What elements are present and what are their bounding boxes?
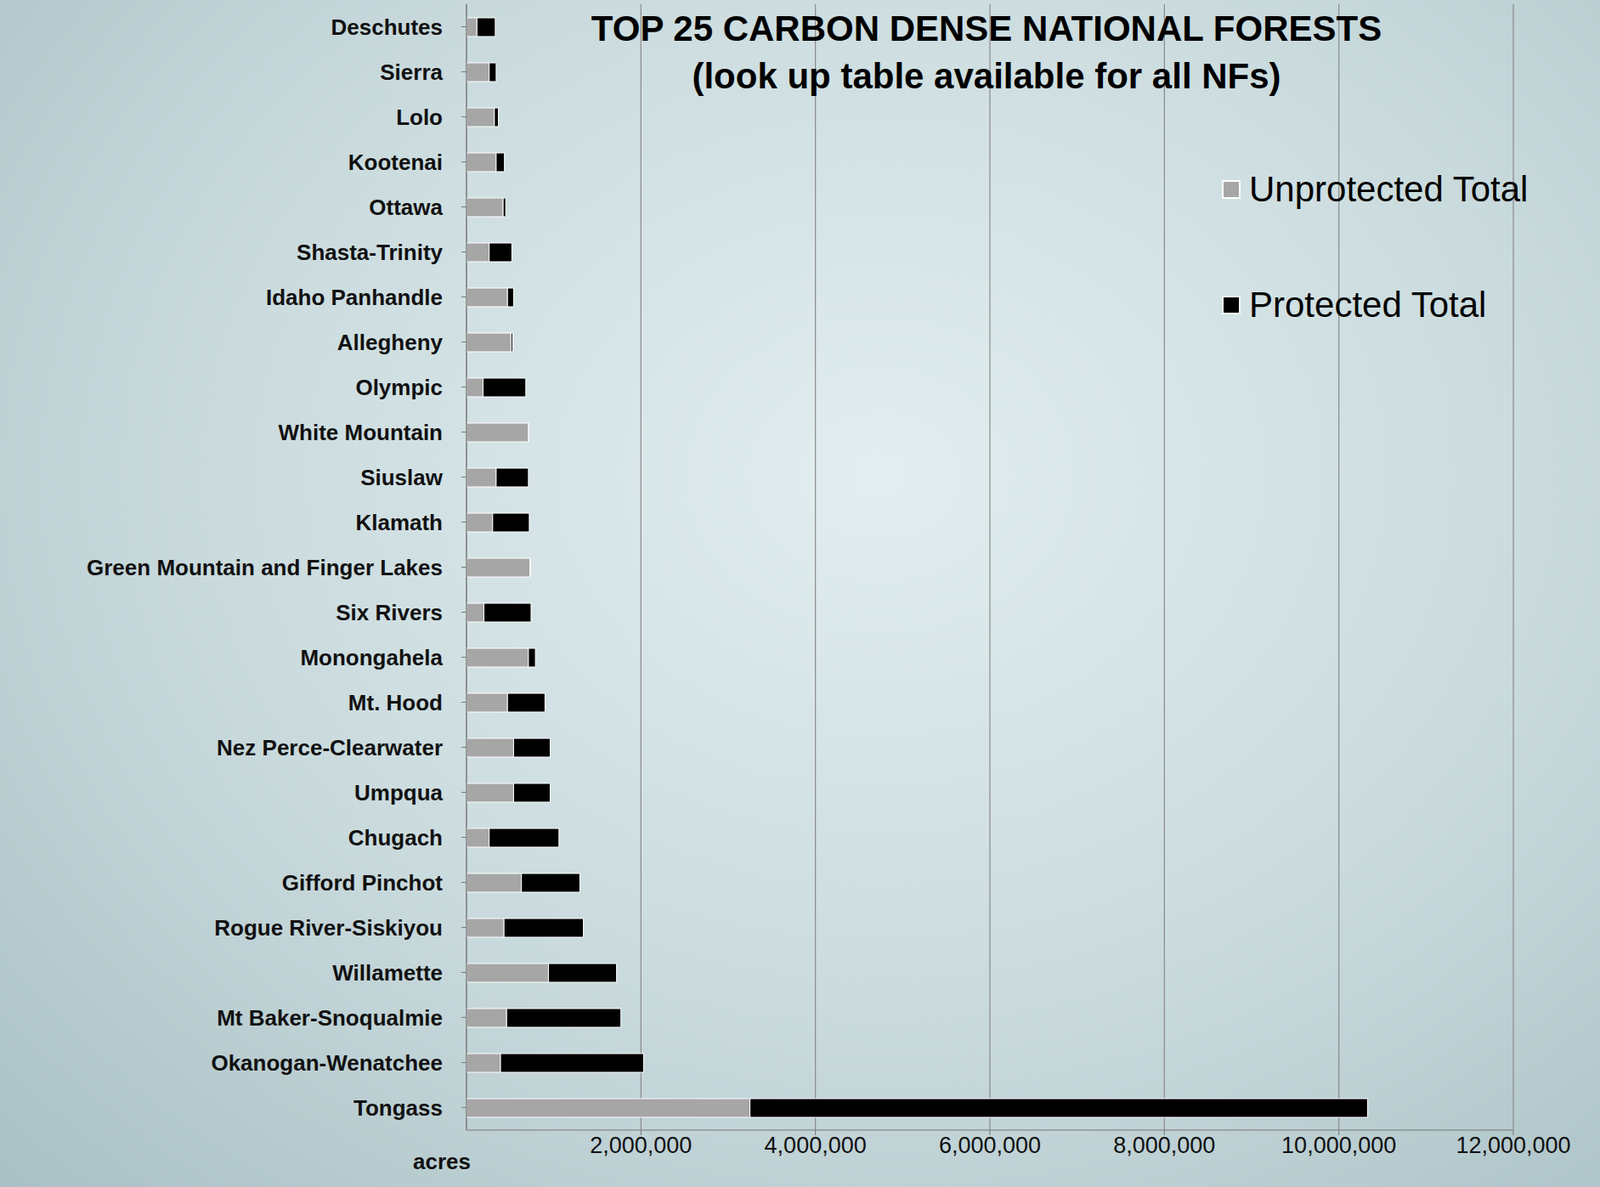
html-text:Protected Total: Protected Total <box>1249 284 1487 325</box>
svg-text:Sierra: Sierra <box>379 59 443 85</box>
svg-text:2,000,000: 2,000,000 <box>589 1132 692 1159</box>
svg-text:Idaho Panhandle: Idaho Panhandle <box>265 284 443 311</box>
svg-text:Monongahela: Monongahela <box>299 644 443 671</box>
html-text:acres: acres <box>412 1148 471 1175</box>
svg-text:4,000,000: 4,000,000 <box>764 1132 867 1159</box>
svg-text:Klamath: Klamath <box>355 509 443 536</box>
svg-text:Lolo: Lolo <box>395 104 443 131</box>
svg-text:10,000,000: 10,000,000 <box>1281 1132 1397 1159</box>
svg-text:Green Mountain and Finger Lake: Green Mountain and Finger Lakes <box>86 554 443 581</box>
svg-text:Chugach: Chugach <box>348 825 443 851</box>
html-text:TOP 25 CARBON DENSE NATIONAL F: TOP 25 CARBON DENSE NATIONAL FORESTS <box>591 8 1382 49</box>
html-text:(look up table available for a: (look up table available for all NFs) <box>692 56 1282 97</box>
svg-text:Nez Perce-Clearwater: Nez Perce-Clearwater <box>216 734 443 761</box>
svg-text:Rogue River-Siskiyou: Rogue River-Siskiyou <box>214 915 443 941</box>
svg-text:Six Rivers: Six Rivers <box>335 599 443 626</box>
svg-text:Allegheny: Allegheny <box>337 329 444 356</box>
svg-text:Siuslaw: Siuslaw <box>360 464 444 491</box>
svg-text:Kootenai: Kootenai <box>348 149 443 176</box>
svg-text:Shasta-Trinity: Shasta-Trinity <box>296 239 443 266</box>
svg-text:White Mountain: White Mountain <box>277 419 443 446</box>
svg-text:6,000,000: 6,000,000 <box>938 1132 1041 1159</box>
svg-text:8,000,000: 8,000,000 <box>1113 1132 1216 1159</box>
svg-text:Tongass: Tongass <box>353 1095 443 1121</box>
svg-text:Deschutes: Deschutes <box>331 14 444 40</box>
svg-text:Mt. Hood: Mt. Hood <box>348 689 443 716</box>
svg-text:12,000,000: 12,000,000 <box>1455 1132 1571 1159</box>
svg-text:Willamette: Willamette <box>332 960 443 986</box>
svg-text:Ottawa: Ottawa <box>368 194 443 221</box>
svg-text:Umpqua: Umpqua <box>354 780 444 806</box>
svg-text:Okanogan-Wenatchee: Okanogan-Wenatchee <box>210 1050 443 1076</box>
svg-text:Gifford Pinchot: Gifford Pinchot <box>282 870 444 896</box>
html-text:Unprotected Total: Unprotected Total <box>1249 169 1529 210</box>
svg-text:Mt Baker-Snoqualmie: Mt Baker-Snoqualmie <box>216 1005 443 1031</box>
svg-text:Olympic: Olympic <box>355 374 443 401</box>
